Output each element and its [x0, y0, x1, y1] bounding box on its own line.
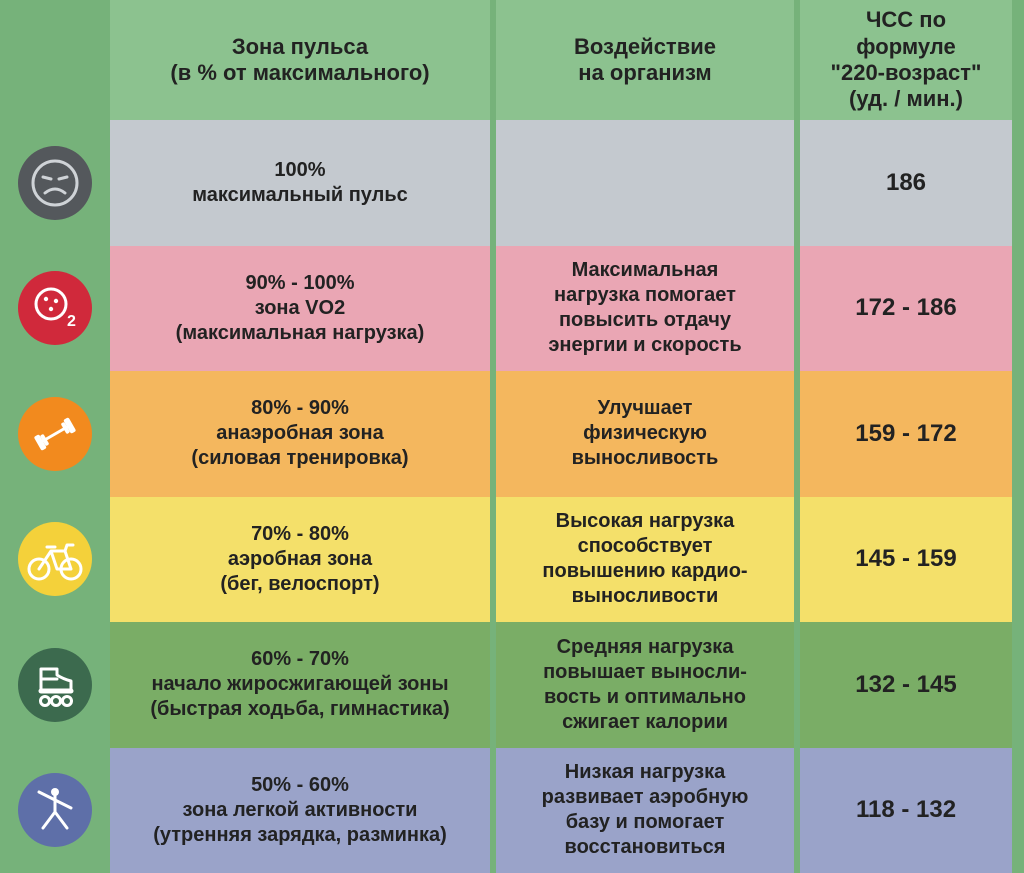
hr-cell: 186 — [800, 120, 1012, 246]
dumbbell-icon — [18, 397, 92, 471]
effect-cell: Высокая нагрузкаспособствуетповышению ка… — [490, 497, 800, 623]
zone-cell: 100%максимальный пульс — [110, 120, 490, 246]
hr-cell: 172 - 186 — [800, 246, 1012, 372]
icon-cell — [0, 120, 110, 246]
face-strain-icon — [18, 146, 92, 220]
hr-cell: 145 - 159 — [800, 497, 1012, 623]
infographic-root: 2 — [0, 0, 1024, 873]
table-column: Зона пульса(в % от максимального) Воздей… — [110, 0, 1024, 873]
table-row: 100%максимальный пульс 186 — [110, 120, 1024, 246]
bicycle-icon — [18, 522, 92, 596]
effect-cell: Средняя нагрузкаповышает выносли-вость и… — [490, 622, 800, 748]
header-zone: Зона пульса(в % от максимального) — [110, 0, 490, 120]
table-row: 60% - 70%начало жиросжигающей зоны(быстр… — [110, 622, 1024, 748]
zone-cell: 50% - 60%зона легкой активности(утренняя… — [110, 748, 490, 873]
icon-cell: 2 — [0, 246, 110, 372]
zone-cell: 90% - 100%зона VO2(максимальная нагрузка… — [110, 246, 490, 372]
effect-cell — [490, 120, 800, 246]
table-row: 80% - 90%анаэробная зона(силовая трениро… — [110, 371, 1024, 497]
table-header: Зона пульса(в % от максимального) Воздей… — [110, 0, 1024, 120]
roller-skate-icon — [18, 648, 92, 722]
effect-cell: Улучшаетфизическуювыносливость — [490, 371, 800, 497]
icon-cell — [0, 371, 110, 497]
table-row: 70% - 80%аэробная зона(бег, велоспорт)Вы… — [110, 497, 1024, 623]
hr-cell: 132 - 145 — [800, 622, 1012, 748]
icon-cell — [0, 497, 110, 623]
effect-cell: Низкая нагрузкаразвивает аэробнуюбазу и … — [490, 748, 800, 873]
vo2-icon: 2 — [18, 271, 92, 345]
zone-cell: 60% - 70%начало жиросжигающей зоны(быстр… — [110, 622, 490, 748]
effect-cell: Максимальнаянагрузка помогаетповысить от… — [490, 246, 800, 372]
stretch-icon — [18, 773, 92, 847]
icon-cell — [0, 622, 110, 748]
icon-header-spacer — [0, 0, 110, 120]
zone-cell: 80% - 90%анаэробная зона(силовая трениро… — [110, 371, 490, 497]
hr-cell: 159 - 172 — [800, 371, 1012, 497]
header-hr: ЧСС поформуле"220-возраст"(уд. / мин.) — [800, 0, 1012, 120]
table-row: 90% - 100%зона VO2(максимальная нагрузка… — [110, 246, 1024, 372]
icon-cell — [0, 748, 110, 873]
table-row: 50% - 60%зона легкой активности(утренняя… — [110, 748, 1024, 873]
svg-text:2: 2 — [67, 313, 76, 330]
icon-column: 2 — [0, 0, 110, 873]
hr-cell: 118 - 132 — [800, 748, 1012, 873]
zone-cell: 70% - 80%аэробная зона(бег, велоспорт) — [110, 497, 490, 623]
header-effect: Воздействиена организм — [490, 0, 800, 120]
